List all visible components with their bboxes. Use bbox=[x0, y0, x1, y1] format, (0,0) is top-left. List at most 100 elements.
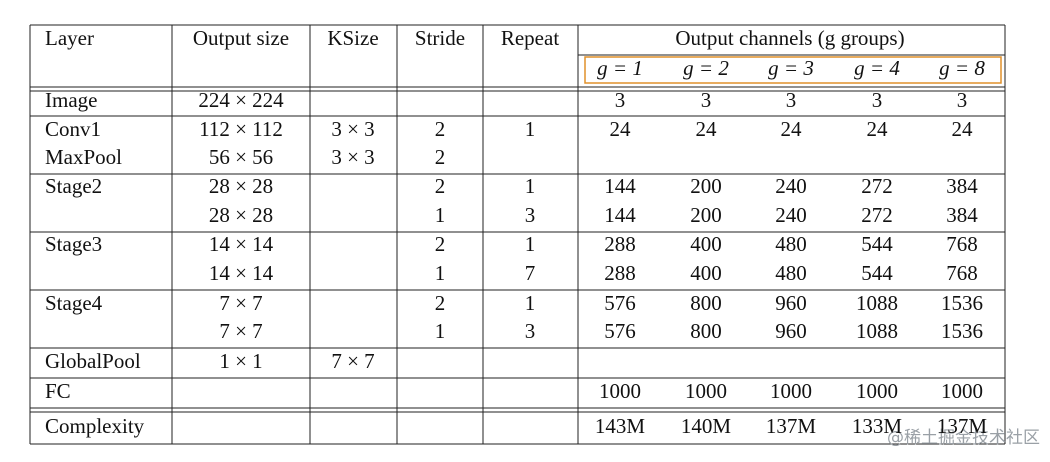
cell: 28 × 28 bbox=[209, 203, 273, 227]
cell: 1088 bbox=[856, 319, 898, 343]
cell: 2 bbox=[435, 232, 446, 256]
cell: 1 bbox=[435, 319, 446, 343]
cell: 1536 bbox=[941, 319, 983, 343]
cell: 7 bbox=[525, 261, 536, 285]
cell: 480 bbox=[775, 261, 807, 285]
cell: 24 bbox=[610, 117, 632, 141]
row-label: Complexity bbox=[45, 414, 145, 438]
cell: 240 bbox=[775, 174, 807, 198]
cell: 137M bbox=[766, 414, 817, 438]
cell: 3 bbox=[525, 203, 536, 227]
group-label: g = 3 bbox=[768, 56, 814, 80]
cell: 2 bbox=[435, 291, 446, 315]
rules bbox=[29, 24, 1006, 445]
header-cell: Stride bbox=[415, 26, 465, 50]
cell: 140M bbox=[681, 414, 732, 438]
cell: 2 bbox=[435, 145, 446, 169]
cell: 1 bbox=[435, 203, 446, 227]
cell: 7 × 7 bbox=[219, 319, 262, 343]
cell: 288 bbox=[604, 232, 636, 256]
cell: 2 bbox=[435, 117, 446, 141]
cell: 240 bbox=[775, 203, 807, 227]
cell: 1 bbox=[525, 291, 536, 315]
cell: 3 bbox=[872, 88, 883, 112]
cell: 3 bbox=[615, 88, 626, 112]
group-label: g = 4 bbox=[854, 56, 900, 80]
cell: 272 bbox=[861, 203, 893, 227]
header-cell: Output size bbox=[193, 26, 289, 50]
row-label: MaxPool bbox=[45, 145, 122, 169]
cell: 768 bbox=[946, 232, 978, 256]
cell: 576 bbox=[604, 319, 636, 343]
cell: 24 bbox=[867, 117, 889, 141]
header-cell: Layer bbox=[45, 26, 94, 50]
cell: 24 bbox=[952, 117, 974, 141]
cell: 200 bbox=[690, 203, 722, 227]
cell: 544 bbox=[861, 232, 893, 256]
cell: 384 bbox=[946, 203, 978, 227]
cell: 3 bbox=[525, 319, 536, 343]
cell: 144 bbox=[604, 203, 636, 227]
row-label: GlobalPool bbox=[45, 349, 141, 373]
highlight-box bbox=[584, 56, 1002, 84]
cell: 768 bbox=[946, 261, 978, 285]
header-cell: KSize bbox=[327, 26, 378, 50]
cell: 1000 bbox=[599, 379, 641, 403]
cell: 1 bbox=[525, 174, 536, 198]
cell: 1 bbox=[525, 117, 536, 141]
cell: 288 bbox=[604, 261, 636, 285]
cell: 112 × 112 bbox=[199, 117, 283, 141]
cell: 800 bbox=[690, 319, 722, 343]
cell: 200 bbox=[690, 174, 722, 198]
cell: 144 bbox=[604, 174, 636, 198]
cell: 1000 bbox=[856, 379, 898, 403]
cell: 3 bbox=[701, 88, 712, 112]
cell: 7 × 7 bbox=[331, 349, 374, 373]
group-label: g = 8 bbox=[939, 56, 985, 80]
cell: 143M bbox=[595, 414, 646, 438]
row-label: Stage2 bbox=[45, 174, 102, 198]
cell: 133M bbox=[852, 414, 903, 438]
cell: 3 × 3 bbox=[331, 145, 374, 169]
cell: 960 bbox=[775, 319, 807, 343]
row-label: Image bbox=[45, 88, 97, 112]
cell: 28 × 28 bbox=[209, 174, 273, 198]
cell: 272 bbox=[861, 174, 893, 198]
header-cell: Repeat bbox=[501, 26, 559, 50]
row-label: Stage4 bbox=[45, 291, 103, 315]
group-header: Output channels (g groups) bbox=[675, 26, 904, 50]
group-label: g = 1 bbox=[597, 56, 643, 80]
cell: 1000 bbox=[941, 379, 983, 403]
group-label: g = 2 bbox=[683, 56, 729, 80]
cell: 400 bbox=[690, 232, 722, 256]
row-label: FC bbox=[45, 379, 71, 403]
cell: 14 × 14 bbox=[209, 232, 274, 256]
cell: 1536 bbox=[941, 291, 983, 315]
cell: 24 bbox=[781, 117, 803, 141]
row-label: Stage3 bbox=[45, 232, 102, 256]
cell: 3 × 3 bbox=[331, 117, 374, 141]
cell: 1000 bbox=[685, 379, 727, 403]
cell: 3 bbox=[957, 88, 968, 112]
row-label: Conv1 bbox=[45, 117, 101, 141]
cell: 1000 bbox=[770, 379, 812, 403]
cell: 56 × 56 bbox=[209, 145, 273, 169]
cell: 137M bbox=[937, 414, 988, 438]
cell: 400 bbox=[690, 261, 722, 285]
cell: 1 bbox=[525, 232, 536, 256]
cell: 7 × 7 bbox=[219, 291, 262, 315]
cell: 480 bbox=[775, 232, 807, 256]
cell: 1088 bbox=[856, 291, 898, 315]
cell: 1 × 1 bbox=[219, 349, 262, 373]
cell: 2 bbox=[435, 174, 446, 198]
watermark: @稀土掘金技术社区 bbox=[887, 428, 1040, 448]
cell: 3 bbox=[786, 88, 797, 112]
cell: 800 bbox=[690, 291, 722, 315]
cell: 14 × 14 bbox=[209, 261, 274, 285]
cell: 384 bbox=[946, 174, 978, 198]
cell: 224 × 224 bbox=[198, 88, 284, 112]
cell: 544 bbox=[861, 261, 893, 285]
cell: 576 bbox=[604, 291, 636, 315]
